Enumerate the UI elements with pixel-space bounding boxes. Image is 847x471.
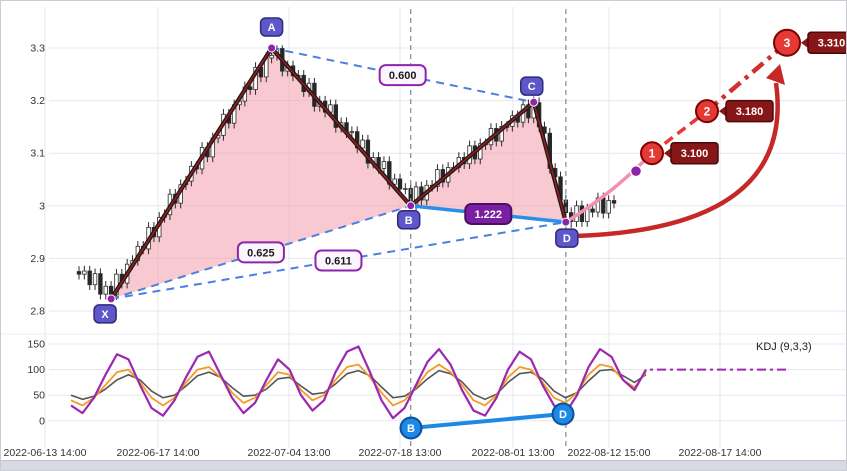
pattern-fill xyxy=(111,48,566,299)
svg-text:1: 1 xyxy=(649,147,656,161)
vertex-dot-A xyxy=(267,43,277,53)
projection-arrowhead-icon xyxy=(766,64,785,85)
vertex-dot-D xyxy=(561,217,571,227)
svg-text:0.600: 0.600 xyxy=(389,70,417,82)
pattern-badge-D[interactable]: D xyxy=(555,228,579,248)
svg-text:B: B xyxy=(405,215,413,227)
kdj-tick-label: 50 xyxy=(33,390,45,402)
kdj-legend: KDJ (9,3,3) xyxy=(756,341,812,353)
target-point-1[interactable]: 1 xyxy=(640,141,664,166)
pattern-badge-X[interactable]: X xyxy=(93,304,117,324)
kdj-j-line xyxy=(70,345,647,420)
pattern-badge-C[interactable]: C xyxy=(520,76,544,96)
svg-text:X: X xyxy=(101,309,109,321)
axis-labels: 3.3 3.2 3.1 3 2.9 2.8 150 100 50 0 2022-06-13 14:0… xyxy=(4,43,762,460)
svg-text:C: C xyxy=(528,81,536,93)
kdj-tick-label: 0 xyxy=(39,415,45,427)
projection-pink-line xyxy=(564,151,654,224)
time-tick-label: 2022-08-12 15:00 xyxy=(568,447,651,459)
price-tick-label: 3.2 xyxy=(30,95,45,107)
price-tick-label: 3.1 xyxy=(30,148,45,160)
price-tick-label: 2.9 xyxy=(30,253,45,265)
time-tick-label: 2022-07-04 13:00 xyxy=(248,447,331,459)
kdj-bd-line xyxy=(410,412,564,430)
time-scrollbar[interactable] xyxy=(1,460,846,470)
svg-text:D: D xyxy=(559,409,567,421)
time-tick-label: 2022-06-13 14:00 xyxy=(4,447,87,459)
target-price-tag: 3.180 xyxy=(719,99,774,123)
price-tick-label: 3.3 xyxy=(30,43,45,55)
target-price-tag: 3.310 xyxy=(801,31,846,54)
target-price-tag: 3.100 xyxy=(664,141,719,165)
kdj-k-line xyxy=(70,363,647,407)
svg-text:3: 3 xyxy=(784,36,791,50)
ratio-label-0.611[interactable]: 0.611 xyxy=(314,249,363,272)
vertex-dot-X xyxy=(106,294,116,304)
ratio-label-0.600[interactable]: 0.600 xyxy=(378,64,427,87)
kdj-badge-D[interactable]: D xyxy=(551,402,575,426)
kdj-tick-label: 150 xyxy=(27,339,45,351)
svg-text:3.310: 3.310 xyxy=(818,38,846,50)
target-point-3[interactable]: 3 xyxy=(773,28,801,57)
time-tick-label: 2022-07-18 13:00 xyxy=(359,447,442,459)
target-point-2[interactable]: 2 xyxy=(695,99,719,124)
svg-text:3.180: 3.180 xyxy=(736,106,764,118)
svg-text:1.222: 1.222 xyxy=(475,209,503,221)
time-tick-label: 2022-08-17 14:00 xyxy=(679,447,762,459)
price-tick-label: 3 xyxy=(39,200,45,212)
kdj-tick-label: 100 xyxy=(27,364,45,376)
vertex-dot-B xyxy=(406,201,416,211)
current-price-dot xyxy=(629,164,643,178)
kdj-badge-B[interactable]: B xyxy=(399,416,423,440)
time-tick-label: 2022-06-17 14:00 xyxy=(117,447,200,459)
svg-text:A: A xyxy=(268,22,276,34)
pattern-badge-B[interactable]: B xyxy=(396,210,421,230)
svg-text:B: B xyxy=(407,423,415,435)
pattern-badge-A[interactable]: A xyxy=(259,17,284,37)
price-tick-label: 2.8 xyxy=(30,306,45,318)
ratio-label-1.222[interactable]: 1.222 xyxy=(464,202,513,225)
projection-arc xyxy=(572,82,780,239)
time-tick-label: 2022-08-01 13:00 xyxy=(472,447,555,459)
svg-text:2: 2 xyxy=(704,105,711,119)
kdj-d-line xyxy=(70,368,647,401)
projection-leg-2-3 xyxy=(705,41,789,113)
svg-text:0.625: 0.625 xyxy=(247,247,275,259)
vertex-dot-C xyxy=(529,97,539,107)
svg-text:D: D xyxy=(563,233,571,245)
svg-text:0.611: 0.611 xyxy=(325,256,352,268)
svg-text:3.100: 3.100 xyxy=(681,148,709,160)
ratio-label-0.625[interactable]: 0.625 xyxy=(236,241,285,264)
